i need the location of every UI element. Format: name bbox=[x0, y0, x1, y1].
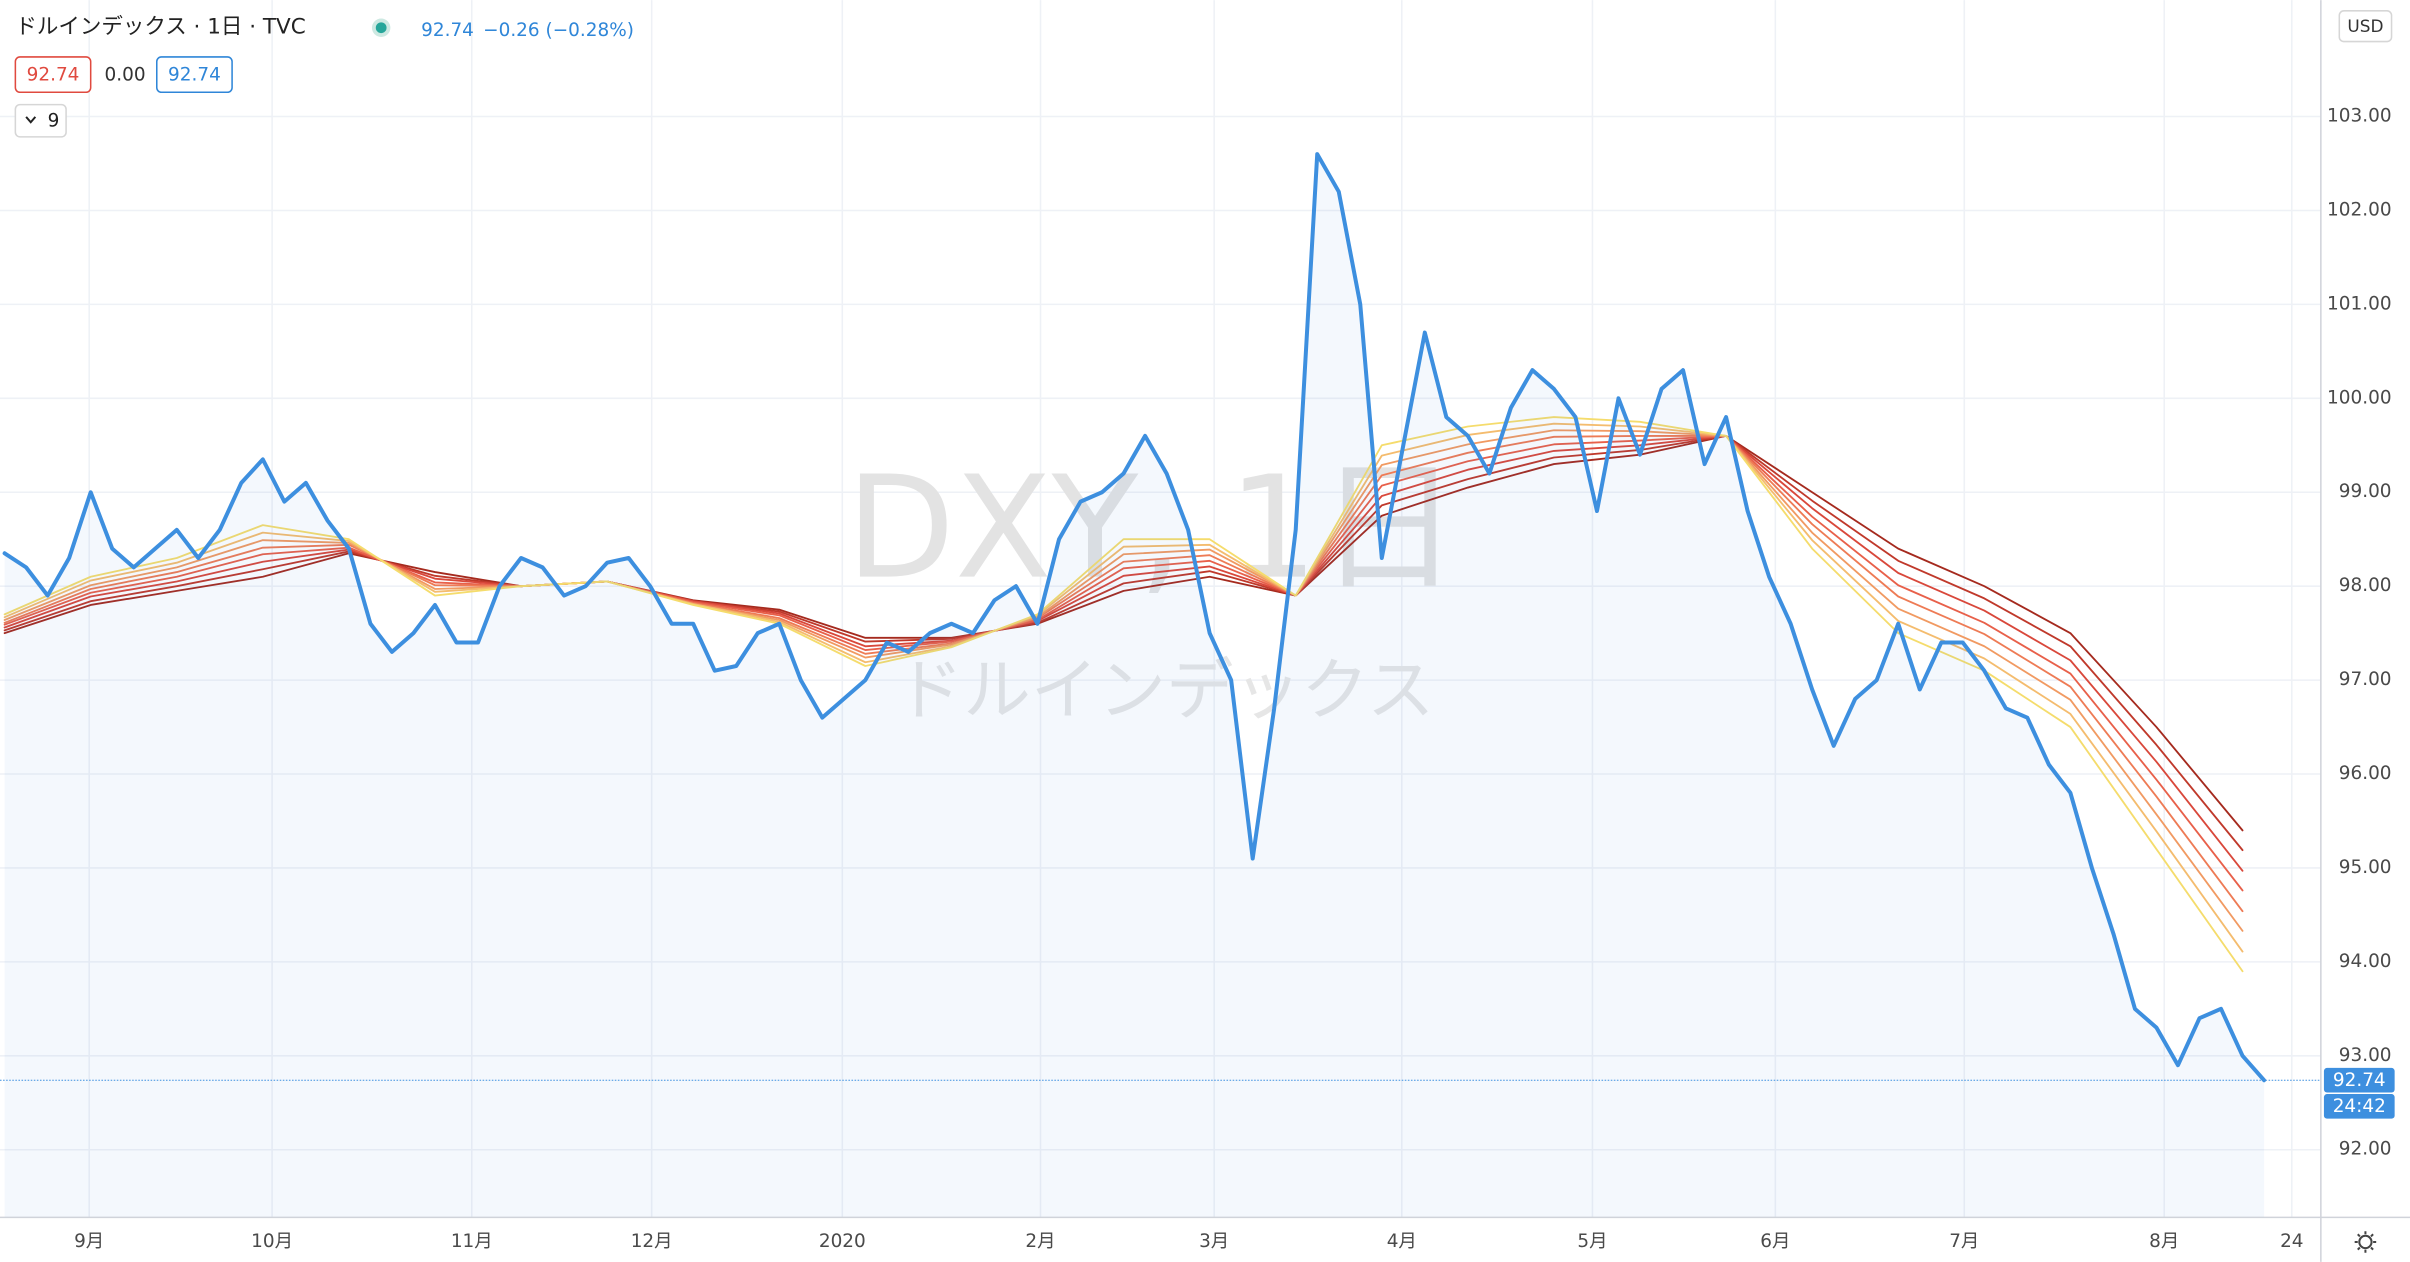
y-tick-label: 92.00 bbox=[2339, 1139, 2392, 1160]
header-change: −0.26 (−0.28%) bbox=[483, 20, 634, 41]
settings-icon-ring bbox=[2358, 1234, 2373, 1250]
countdown-tag bbox=[2323, 1094, 2395, 1119]
header-price: 92.74 bbox=[421, 20, 474, 41]
settings-icon-spokes bbox=[2354, 1231, 2377, 1253]
y-tick-label: 97.00 bbox=[2339, 669, 2392, 690]
x-tick-label: 11月 bbox=[451, 1231, 493, 1252]
status-dot bbox=[375, 22, 387, 34]
x-tick-label: 10月 bbox=[251, 1231, 293, 1252]
countdown-label: 24:42 bbox=[2333, 1096, 2386, 1117]
x-tick-label: 2020 bbox=[819, 1231, 866, 1252]
x-tick-label: 2月 bbox=[1025, 1231, 1055, 1252]
price-labels: 92.74 24:42 bbox=[0, 1067, 2395, 1119]
y-tick-label: 95.00 bbox=[2339, 857, 2392, 878]
y-tick-label: 96.00 bbox=[2339, 763, 2392, 784]
x-tick-label: 5月 bbox=[1577, 1231, 1607, 1252]
y-tick-label: 94.00 bbox=[2339, 951, 2392, 972]
x-tick-label: 9月 bbox=[74, 1231, 104, 1252]
x-tick-label: 4月 bbox=[1387, 1231, 1417, 1252]
currency: USD bbox=[2347, 16, 2383, 36]
y-tick-label: 100.00 bbox=[2327, 387, 2392, 408]
y-tick-label: 93.00 bbox=[2339, 1045, 2392, 1066]
legend-change: 0.00 bbox=[105, 64, 146, 85]
x-tick-label: 24 bbox=[2280, 1231, 2303, 1252]
chevron-icon bbox=[25, 116, 37, 124]
currency-box[interactable] bbox=[2338, 10, 2393, 43]
legend-box-close bbox=[156, 56, 233, 94]
y-tick-label: 101.00 bbox=[2327, 293, 2392, 314]
indicator-toggle[interactable] bbox=[14, 103, 67, 138]
x-tick-label: 3月 bbox=[1199, 1231, 1229, 1252]
last-price-label: 92.74 bbox=[2333, 1070, 2386, 1091]
ema-ribbon-line bbox=[3, 416, 2244, 973]
legend-open: 92.74 bbox=[27, 64, 80, 85]
watermark: DXY, 1日 bbox=[846, 447, 1459, 611]
x-tick-label: 7月 bbox=[1949, 1231, 1979, 1252]
x-tick-label: 12月 bbox=[631, 1231, 673, 1252]
indicator-count: 9 bbox=[48, 110, 60, 131]
y-tick-label: 102.00 bbox=[2327, 199, 2392, 220]
y-tick-label: 99.00 bbox=[2339, 481, 2392, 502]
x-tick-label: 8月 bbox=[2149, 1231, 2179, 1252]
price-area bbox=[4, 154, 2265, 1218]
x-tick-label: 6月 bbox=[1760, 1231, 1790, 1252]
plot bbox=[2, 152, 2267, 1218]
settings-icon[interactable] bbox=[2354, 1231, 2377, 1253]
y-tick-label: 98.00 bbox=[2339, 575, 2392, 596]
grid bbox=[0, 0, 2321, 1218]
watermark-subtitle: ドルインデックス bbox=[896, 650, 1435, 729]
legend-close: 92.74 bbox=[168, 64, 221, 85]
symbol-title: ドルインデックス · 1日 · TVC bbox=[15, 15, 305, 40]
y-tick-label: 103.00 bbox=[2327, 106, 2392, 127]
last-price-tag bbox=[2323, 1067, 2395, 1093]
price-line bbox=[2, 152, 2267, 1083]
legend-box-open bbox=[14, 56, 92, 94]
